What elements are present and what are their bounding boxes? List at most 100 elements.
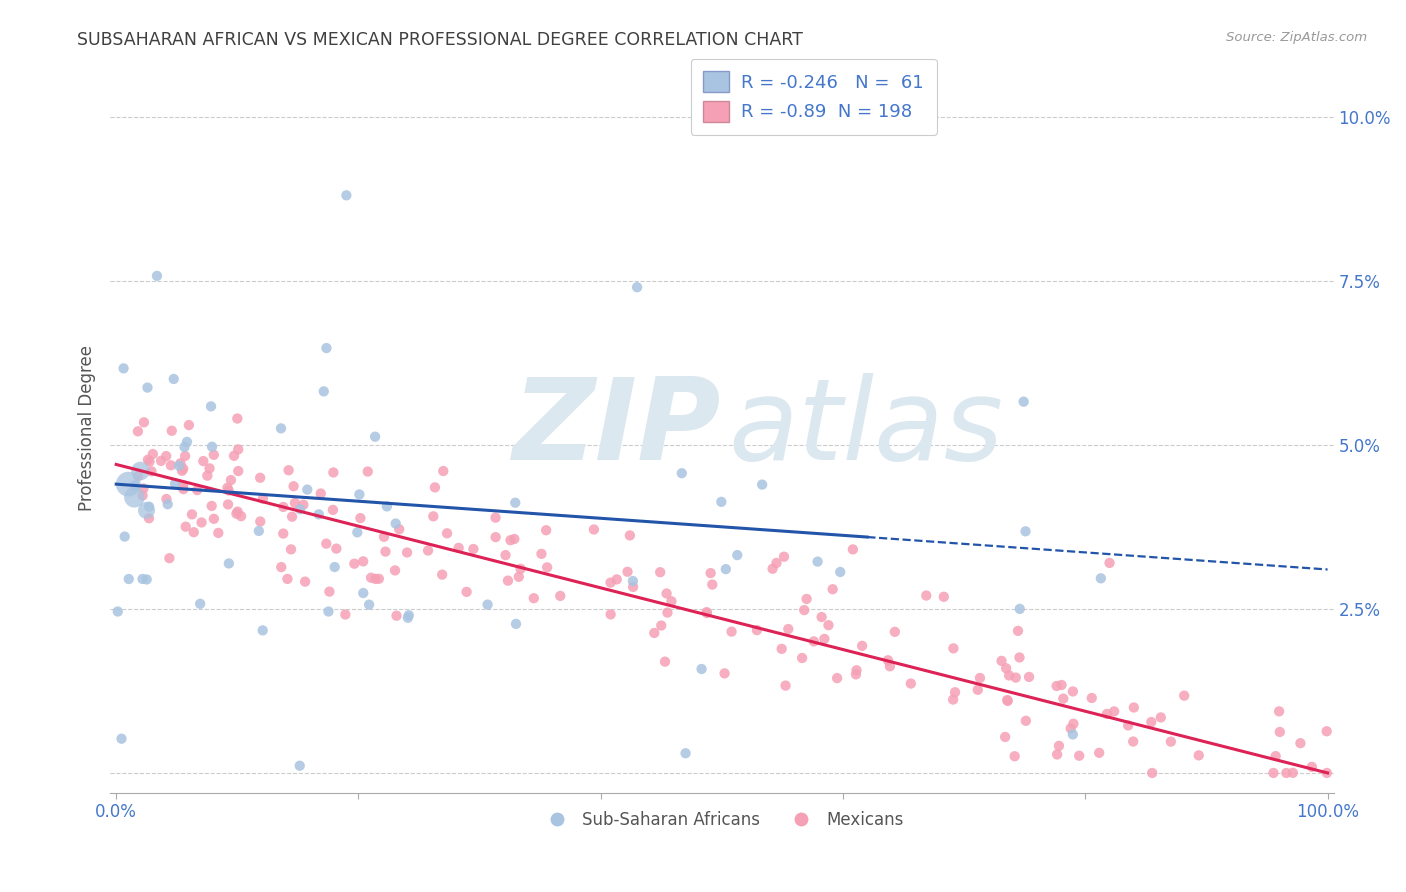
Point (1116, 718, 1139, 732)
Point (813, 632, 835, 646)
Point (599, 575, 621, 590)
Point (499, 533, 522, 548)
Point (281, 509, 304, 524)
Point (217, 481, 239, 495)
Point (477, 598, 499, 612)
Point (842, 542, 865, 557)
Point (714, 562, 737, 576)
Point (124, 478, 146, 492)
Point (621, 574, 644, 588)
Point (172, 482, 194, 496)
Point (284, 496, 307, 510)
Point (650, 565, 672, 579)
Point (110, 731, 132, 746)
Point (675, 746, 697, 760)
Point (995, 661, 1018, 675)
Point (201, 440, 224, 454)
Point (505, 616, 527, 631)
Point (1062, 716, 1084, 731)
Point (118, 572, 141, 586)
Point (312, 384, 335, 399)
Point (1301, 760, 1323, 774)
Point (1282, 765, 1305, 780)
Point (422, 509, 444, 524)
Point (1008, 602, 1031, 616)
Point (1122, 700, 1144, 714)
Point (276, 572, 298, 586)
Point (346, 525, 368, 540)
Point (990, 654, 1012, 668)
Point (509, 562, 531, 576)
Point (157, 551, 180, 566)
Point (107, 605, 129, 619)
Point (207, 525, 229, 540)
Point (343, 557, 366, 571)
Point (1052, 691, 1074, 706)
Point (160, 458, 183, 473)
Point (160, 424, 183, 438)
Point (146, 268, 169, 283)
Point (790, 651, 813, 665)
Point (374, 544, 396, 558)
Point (796, 591, 818, 606)
Point (803, 634, 825, 648)
Point (226, 411, 249, 425)
Text: SUBSAHARAN AFRICAN VS MEXICAN PROFESSIONAL DEGREE CORRELATION CHART: SUBSAHARAN AFRICAN VS MEXICAN PROFESSION… (77, 31, 803, 49)
Point (995, 693, 1018, 707)
Point (702, 577, 724, 591)
Point (879, 659, 901, 673)
Point (396, 545, 419, 559)
Point (751, 477, 773, 491)
Point (1098, 556, 1121, 570)
Point (315, 341, 337, 355)
Point (222, 449, 245, 463)
Point (1018, 670, 1040, 684)
Point (1014, 524, 1036, 539)
Point (773, 549, 796, 564)
Point (308, 508, 330, 522)
Point (1188, 748, 1211, 763)
Point (1080, 691, 1102, 706)
Point (273, 500, 295, 514)
Point (367, 572, 389, 586)
Point (318, 584, 340, 599)
Point (322, 466, 344, 480)
Point (181, 508, 204, 522)
Point (173, 440, 195, 454)
Point (201, 499, 224, 513)
Point (969, 671, 991, 685)
Point (200, 400, 222, 414)
Point (131, 572, 153, 586)
Point (297, 483, 319, 497)
Point (1012, 394, 1035, 409)
Point (193, 454, 215, 468)
Point (373, 530, 395, 544)
Point (1275, 766, 1298, 780)
Point (713, 666, 735, 681)
Text: Source: ZipAtlas.com: Source: ZipAtlas.com (1226, 31, 1367, 45)
Point (142, 447, 165, 461)
Point (530, 547, 553, 561)
Point (1050, 678, 1073, 692)
Point (174, 449, 197, 463)
Point (1046, 747, 1069, 762)
Point (247, 524, 270, 538)
Point (661, 594, 683, 608)
Point (364, 572, 387, 586)
Point (1268, 704, 1291, 718)
Point (657, 606, 679, 620)
Point (915, 589, 938, 603)
Point (136, 381, 159, 395)
Point (523, 591, 546, 606)
Point (817, 618, 839, 632)
Point (1264, 749, 1286, 764)
Point (966, 682, 988, 697)
Point (114, 530, 136, 544)
Point (229, 509, 252, 524)
Point (436, 526, 458, 541)
Point (932, 590, 955, 604)
Point (416, 543, 439, 558)
Point (423, 480, 446, 494)
Point (810, 610, 832, 624)
Point (156, 497, 179, 511)
